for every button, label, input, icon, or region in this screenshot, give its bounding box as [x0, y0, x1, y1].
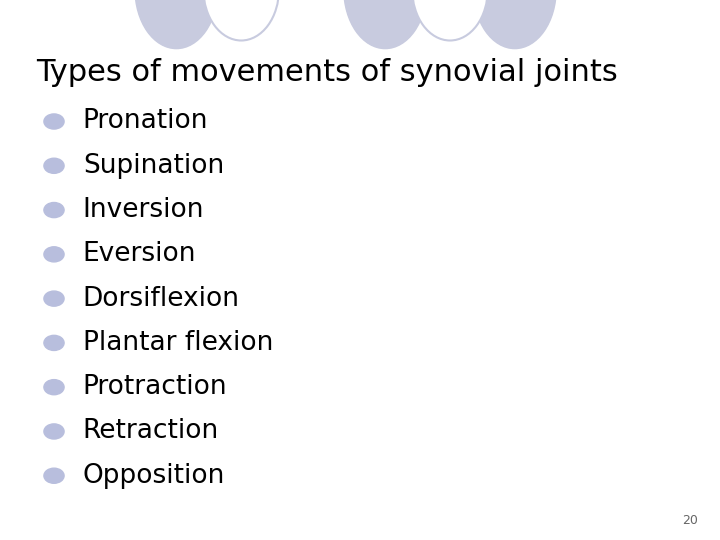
Circle shape: [44, 468, 64, 483]
Text: Types of movements of synovial joints: Types of movements of synovial joints: [36, 58, 618, 87]
Ellipse shape: [135, 0, 218, 49]
Circle shape: [44, 158, 64, 173]
Text: Eversion: Eversion: [83, 241, 197, 267]
Circle shape: [44, 380, 64, 395]
Text: Supination: Supination: [83, 153, 224, 179]
Text: Inversion: Inversion: [83, 197, 204, 223]
Ellipse shape: [344, 0, 426, 49]
Text: Plantar flexion: Plantar flexion: [83, 330, 273, 356]
Text: Dorsiflexion: Dorsiflexion: [83, 286, 240, 312]
Circle shape: [44, 291, 64, 306]
Text: Retraction: Retraction: [83, 418, 219, 444]
Ellipse shape: [412, 0, 488, 40]
Ellipse shape: [204, 0, 279, 40]
Text: 20: 20: [683, 514, 698, 526]
Circle shape: [44, 424, 64, 439]
Text: Pronation: Pronation: [83, 109, 208, 134]
Text: Opposition: Opposition: [83, 463, 225, 489]
Circle shape: [44, 335, 64, 350]
Circle shape: [44, 247, 64, 262]
Circle shape: [44, 114, 64, 129]
Text: Protraction: Protraction: [83, 374, 228, 400]
Ellipse shape: [474, 0, 556, 49]
Circle shape: [44, 202, 64, 218]
